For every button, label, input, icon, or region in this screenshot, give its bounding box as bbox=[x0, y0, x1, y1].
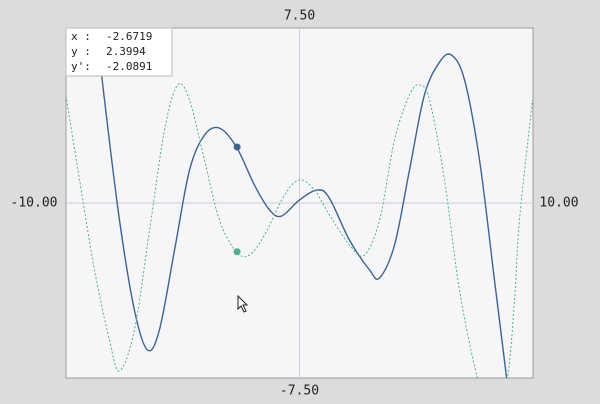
curves bbox=[66, 28, 533, 378]
x-limit-label: -10.00 bbox=[11, 196, 58, 211]
tooltip: x : -2.6719 y : 2.3994 y': -2.0891 bbox=[65, 27, 173, 77]
function-point bbox=[233, 143, 241, 151]
derivative-point bbox=[233, 248, 241, 256]
axes bbox=[66, 28, 533, 378]
derivative-curve bbox=[66, 82, 533, 378]
y-limit-label: 7.50 bbox=[284, 9, 315, 24]
x-limit-label: 10.00 bbox=[539, 196, 578, 211]
tooltip-label: x : bbox=[71, 30, 91, 43]
y-limit-label: -7.50 bbox=[280, 384, 319, 399]
tooltip-box bbox=[65, 27, 173, 77]
mouse-cursor bbox=[237, 294, 249, 313]
tooltip-value: 2.3994 bbox=[106, 45, 146, 58]
tooltip-label: y : bbox=[71, 45, 91, 58]
tooltip-value: -2.0891 bbox=[106, 60, 152, 73]
function-curve bbox=[95, 28, 508, 378]
tooltip-value: -2.6719 bbox=[106, 30, 152, 43]
tooltip-label: y': bbox=[71, 60, 91, 73]
